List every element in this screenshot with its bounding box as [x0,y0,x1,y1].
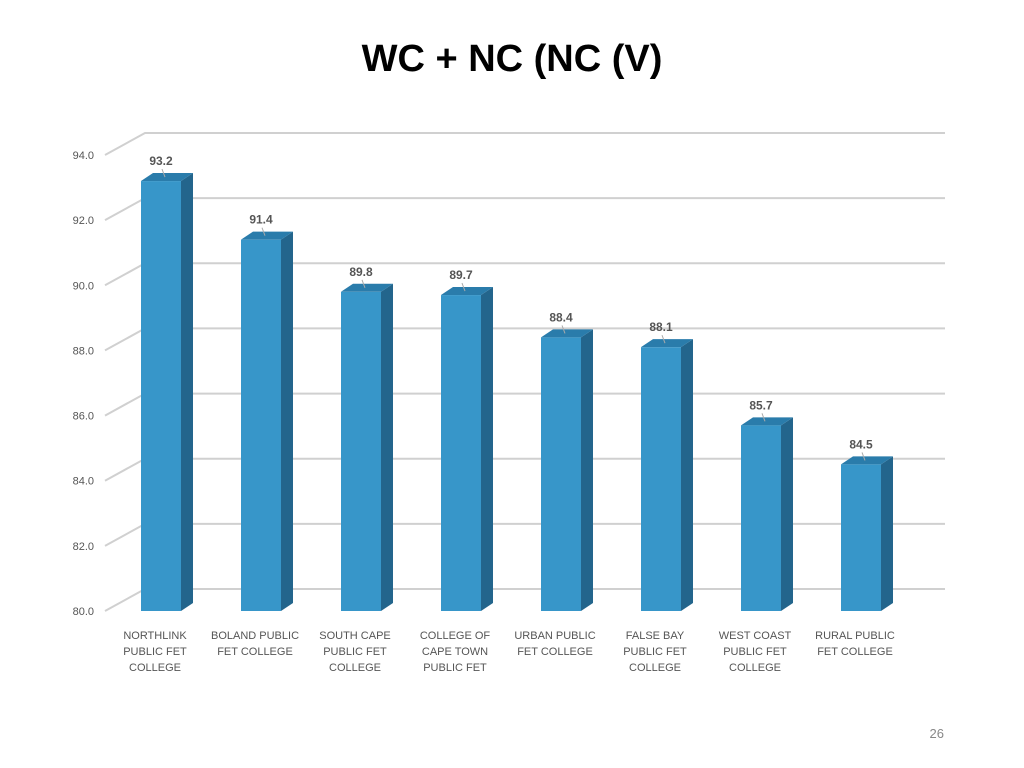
bar [141,181,181,612]
bar-top [441,287,493,296]
slide-title: WC + NC (NC (V) [361,38,663,80]
data-label: 88.4 [549,310,573,324]
x-category-label: PUBLIC FET [423,662,487,674]
x-category-label: RURAL PUBLIC [815,630,895,642]
bar-top [141,173,193,182]
x-category-label: COLLEGE [129,662,181,674]
bar [241,239,281,611]
x-category-label: BOLAND PUBLIC [211,630,299,642]
y-tick-label: 80.0 [73,606,94,618]
data-label-leader [761,413,766,422]
bar-side [581,329,593,611]
gridline [104,132,945,156]
y-tick-label: 88.0 [73,345,94,357]
data-label-leader [361,279,366,288]
bar [641,347,681,611]
data-label: 93.2 [149,154,173,168]
x-category-label: FET COLLEGE [517,646,593,658]
y-tick-label: 84.0 [73,476,94,488]
y-tick-label: 92.0 [73,215,94,227]
gridline [104,327,945,352]
bar-top [641,339,693,348]
y-tick-label: 82.0 [73,541,94,553]
bar [341,291,381,611]
data-label: 88.1 [649,320,673,334]
data-label: 89.7 [449,268,473,282]
data-label-leader [461,282,466,292]
x-category-label: COLLEGE [629,662,681,674]
data-label-leader [561,325,566,334]
gridline [104,392,945,417]
gridline [104,262,945,287]
data-label-leader [661,334,666,344]
gridline [104,457,945,482]
x-category-label: FET COLLEGE [217,646,293,658]
bar-chart: 80.0 82.0 84.0 86.0 88.0 90.0 92.0 94.0 93.2 NORT… [73,132,945,674]
x-category-label: FET COLLEGE [817,646,893,658]
x-category-label: SOUTH CAPE [319,630,391,642]
data-label: 89.8 [349,265,373,279]
bar [441,295,481,611]
bar-side [781,417,793,611]
bar [741,425,781,611]
bar-side [281,231,293,611]
data-label-leader [861,452,866,461]
x-category-label: NORTHLINK [123,630,187,642]
bar-top [541,329,593,338]
page-number: 26 [929,726,944,741]
x-category-label: PUBLIC FET [623,646,687,658]
gridline [104,197,945,222]
x-category-label: PUBLIC FET [323,646,387,658]
bar-side [681,339,693,611]
x-category-label: URBAN PUBLIC [514,630,595,642]
x-category-label: COLLEGE [729,662,781,674]
x-category-label: COLLEGE [329,662,381,674]
data-label: 91.4 [249,213,273,227]
bar-top [341,283,393,292]
gridline [104,522,945,547]
y-tick-label: 94.0 [73,150,94,162]
x-category-label: FALSE BAY [626,630,685,642]
x-category-label: PUBLIC FET [723,646,787,658]
y-tick-label: 90.0 [73,280,94,292]
x-category-label: COLLEGE OF [420,630,491,642]
bar-top [841,456,893,465]
x-category-label: CAPE TOWN [422,646,488,658]
bar-side [181,173,193,612]
bar-top [241,231,293,240]
bar-side [381,283,393,611]
bar-side [481,287,493,611]
data-label: 85.7 [749,398,773,412]
bar-side [881,456,893,611]
bar [541,337,581,611]
y-tick-label: 86.0 [73,411,94,423]
bar [841,464,881,611]
gridline [104,588,945,612]
data-label: 84.5 [849,437,873,451]
x-category-label: WEST COAST [719,630,792,642]
data-label-leader [261,227,266,236]
data-label-leader [161,168,166,178]
bar-top [741,417,793,426]
x-category-label: PUBLIC FET [123,646,187,658]
